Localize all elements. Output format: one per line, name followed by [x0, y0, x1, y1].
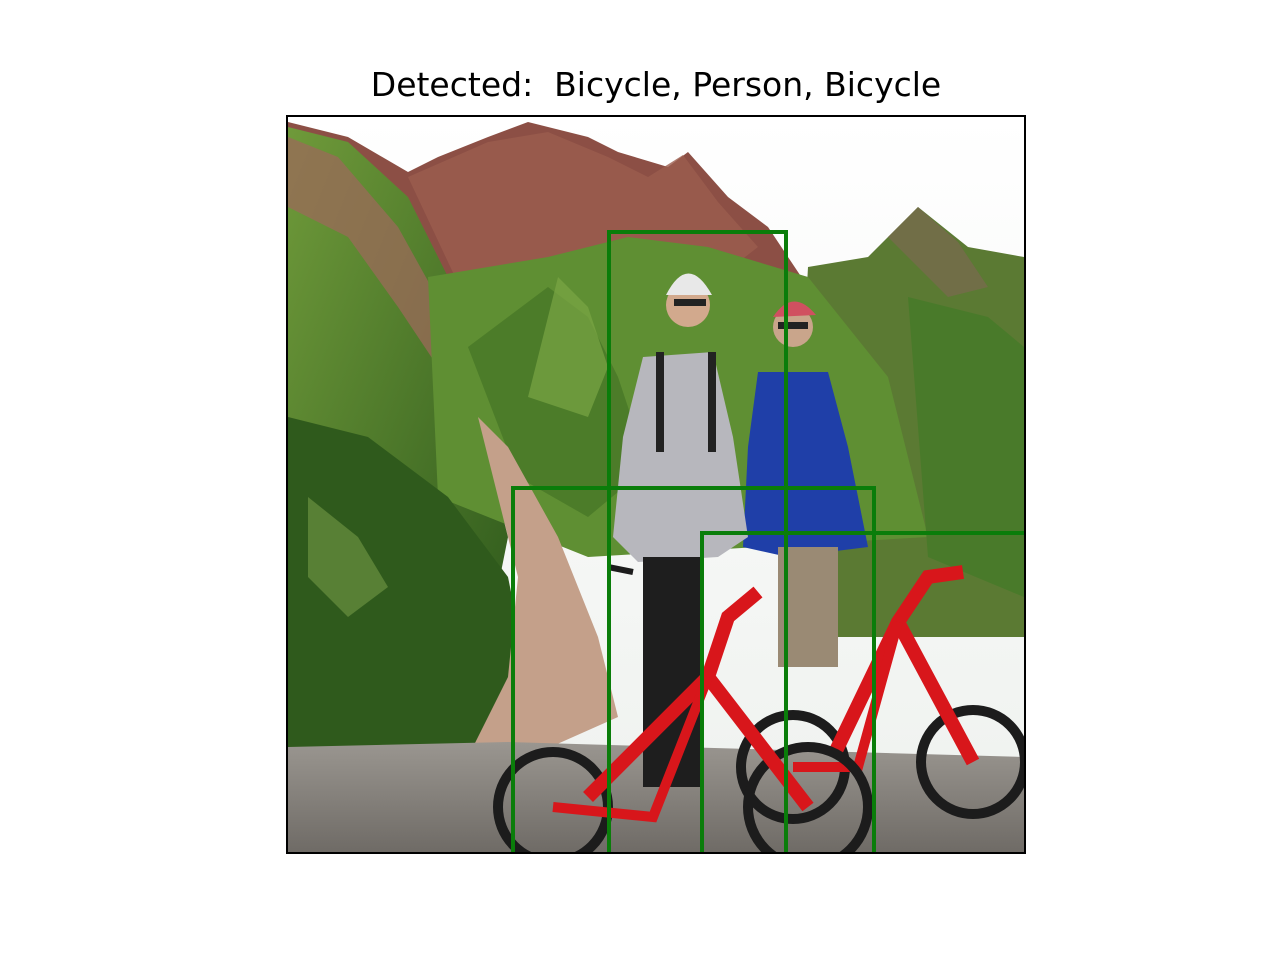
detection-box-bicycle-left [511, 486, 876, 852]
detection-box-bicycle-right [700, 531, 1024, 852]
person-grey-jacket [613, 273, 748, 787]
red-bicycle-right [736, 565, 1024, 824]
red-bicycle-left [493, 564, 873, 852]
figure-title: Detected: Bicycle, Person, Bicycle [370, 65, 942, 104]
person-blue-jacket [743, 301, 868, 667]
sandy-trail [468, 417, 618, 757]
photo-scene [288, 117, 1024, 852]
image-frame [286, 115, 1026, 854]
foreground-hill [288, 417, 528, 757]
detection-box-person [607, 230, 788, 852]
